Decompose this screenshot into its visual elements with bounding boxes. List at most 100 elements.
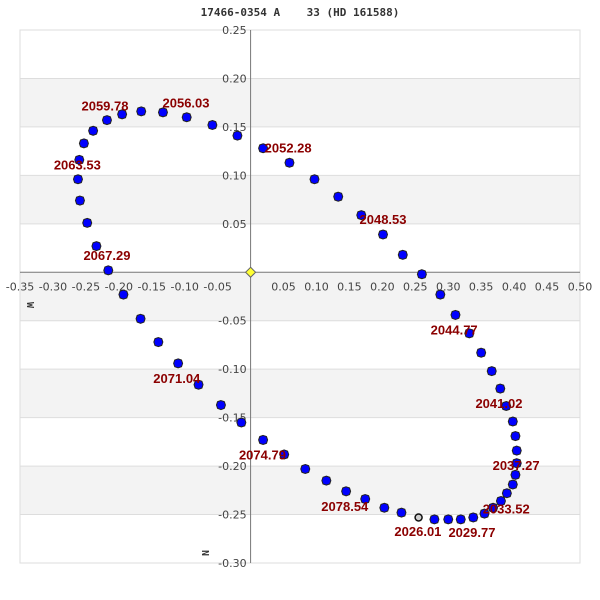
data-point xyxy=(486,366,497,377)
y-tick-label: 0.10 xyxy=(222,169,247,182)
data-point xyxy=(236,417,247,428)
y-tick-label: -0.25 xyxy=(218,509,246,522)
x-tick-label: 0.05 xyxy=(271,280,296,293)
data-point xyxy=(279,449,290,460)
data-point xyxy=(510,469,521,480)
epoch-label: 2048.53 xyxy=(360,212,407,227)
x-tick-label: 0.50 xyxy=(568,280,593,293)
data-point xyxy=(501,488,512,499)
data-point xyxy=(153,337,164,348)
data-point xyxy=(507,416,518,427)
data-point xyxy=(193,379,204,390)
x-tick-label: 0.35 xyxy=(469,280,494,293)
data-point xyxy=(101,115,112,126)
grid-band xyxy=(20,78,580,127)
data-point xyxy=(379,502,390,513)
epoch-label: 2041.02 xyxy=(475,396,522,411)
plot-frame xyxy=(19,29,581,564)
epoch-label: 2033.52 xyxy=(483,502,530,517)
epoch-label: 2063.53 xyxy=(54,158,101,173)
epoch-label: 2078.54 xyxy=(321,499,369,514)
x-tick-label: -0.20 xyxy=(105,280,133,293)
x-tick-label: 0.20 xyxy=(370,280,395,293)
data-point xyxy=(258,434,269,445)
data-point xyxy=(321,475,332,486)
data-point xyxy=(284,157,295,168)
data-point xyxy=(511,458,522,469)
epoch-label: 2052.28 xyxy=(265,140,312,155)
epoch-label: 2026.01 xyxy=(394,524,441,539)
data-point xyxy=(72,174,84,185)
epoch-label: 2067.29 xyxy=(83,248,130,263)
data-point xyxy=(476,347,487,358)
data-point xyxy=(377,229,389,240)
data-point xyxy=(78,138,89,149)
epoch-label: 2056.03 xyxy=(163,96,210,111)
data-point xyxy=(232,130,243,141)
y-tick-label: 0.05 xyxy=(222,218,247,231)
y-tick-label: -0.20 xyxy=(218,460,246,473)
data-point xyxy=(429,514,440,525)
x-tick-label: 0.40 xyxy=(502,280,527,293)
epoch-label: 2059.78 xyxy=(81,99,128,114)
data-point xyxy=(341,486,352,497)
data-point xyxy=(495,383,506,394)
data-point xyxy=(91,241,102,252)
data-point xyxy=(495,495,506,507)
data-point xyxy=(356,210,367,221)
data-point xyxy=(396,507,407,518)
data-point xyxy=(397,249,408,260)
x-tick-label: 0.30 xyxy=(436,280,461,293)
data-point xyxy=(479,508,490,519)
current-position-point xyxy=(414,513,423,522)
x-tick-label: -0.30 xyxy=(39,280,67,293)
data-point xyxy=(207,119,218,130)
y-tick-label: -0.10 xyxy=(218,363,246,376)
data-point xyxy=(468,512,479,523)
data-point xyxy=(173,358,184,369)
epoch-label: 2044.77 xyxy=(431,322,478,337)
x-tick-label: 0.45 xyxy=(535,280,560,293)
data-point xyxy=(215,400,226,411)
data-point xyxy=(157,107,168,118)
data-point xyxy=(309,174,320,185)
y-axis-label: N xyxy=(199,550,210,556)
y-tick-label: -0.05 xyxy=(218,315,246,328)
data-point xyxy=(360,494,371,505)
epoch-label: 2029.77 xyxy=(448,525,495,540)
data-point xyxy=(464,328,475,339)
x-tick-label: 0.25 xyxy=(403,280,428,293)
data-point xyxy=(507,479,518,490)
x-tick-label: -0.15 xyxy=(138,280,166,293)
x-tick-label: 0.15 xyxy=(337,280,362,293)
x-tick-label: -0.25 xyxy=(72,280,100,293)
y-tick-label: 0.25 xyxy=(222,24,247,37)
chart-title: 17466-0354 A 33 (HD 161588) xyxy=(200,6,400,19)
data-point xyxy=(443,514,454,525)
data-point xyxy=(511,445,522,456)
y-tick-label: -0.30 xyxy=(218,557,246,570)
x-tick-label: -0.05 xyxy=(203,280,231,293)
epoch-label: 2071.04 xyxy=(153,371,201,386)
data-point xyxy=(118,289,129,300)
grid-band xyxy=(20,175,580,224)
x-tick-label: -0.10 xyxy=(170,280,198,293)
data-point xyxy=(135,313,146,324)
data-point xyxy=(300,463,311,475)
data-point xyxy=(510,431,521,442)
y-tick-label: 0.20 xyxy=(222,72,247,85)
data-point xyxy=(416,269,427,280)
data-point xyxy=(74,154,85,165)
data-point xyxy=(450,309,461,320)
data-point xyxy=(333,191,344,202)
data-point xyxy=(82,217,93,228)
data-point xyxy=(103,265,114,276)
data-point xyxy=(435,289,446,300)
grid-band xyxy=(20,272,580,321)
x-tick-label: -0.35 xyxy=(6,280,34,293)
data-point xyxy=(88,125,99,136)
y-tick-label: 0.15 xyxy=(222,121,247,134)
data-point xyxy=(136,106,147,117)
x-axis-label: W xyxy=(24,302,35,309)
